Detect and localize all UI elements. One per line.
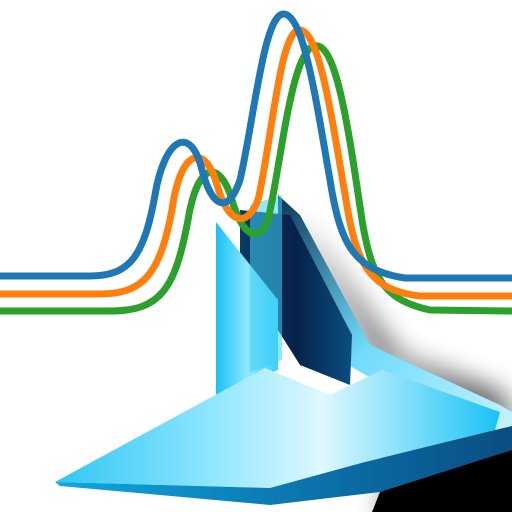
orange-curve-icon [0, 26, 512, 300]
green-curve-icon [0, 42, 512, 315]
prism-floor-edge [55, 426, 512, 505]
prism-floor-shadow [372, 450, 512, 512]
prism-floor [55, 368, 500, 488]
blue-curve-icon [0, 10, 512, 282]
spectrum-curves [0, 10, 512, 315]
prism-icon [55, 195, 512, 512]
prism-inner-column [250, 195, 282, 372]
